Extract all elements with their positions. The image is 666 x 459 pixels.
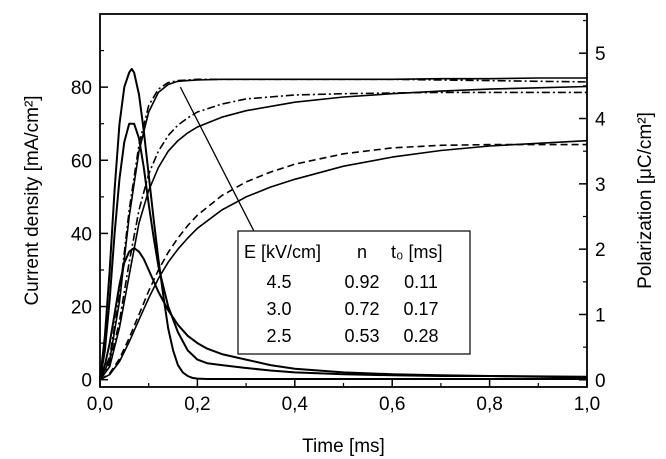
x-axis-title: Time [ms] <box>302 436 385 457</box>
x-tick-label: 0,6 <box>379 394 405 415</box>
legend-cell-n: 0.53 <box>344 326 379 346</box>
legend-header-n: n <box>357 242 367 262</box>
y-left-tick-label: 0 <box>81 371 92 392</box>
legend-header-e: E [kV/cm] <box>244 242 321 262</box>
legend-cell-e: 4.5 <box>266 272 291 292</box>
x-tick-label: 0,2 <box>184 394 210 415</box>
legend-cell-e: 3.0 <box>266 299 291 319</box>
legend-cell-n: 0.72 <box>344 299 379 319</box>
series-line-4 <box>99 77 587 381</box>
series-line-7 <box>99 91 587 381</box>
series-line-8 <box>99 139 588 381</box>
x-tick-label: 1,0 <box>574 394 600 415</box>
series-line-1 <box>99 67 587 380</box>
y-right-tick-label: 3 <box>595 175 606 196</box>
x-tick-label: 0,4 <box>282 394 309 415</box>
arrow-line <box>179 86 262 245</box>
series-line-9 <box>99 143 587 381</box>
y-left-tick-label: 20 <box>71 298 92 319</box>
y-right-tick-label: 1 <box>595 305 606 326</box>
legend-cell-t0: 0.17 <box>403 299 438 319</box>
y-right-tick-label: 2 <box>595 240 606 261</box>
y-right-tick-label: 0 <box>595 371 606 392</box>
legend-box <box>237 230 471 355</box>
legend-cell-t0: 0.28 <box>403 326 438 346</box>
legend-table: E [kV/cm] n t₀ [ms] 4.5 0.92 0.11 3.0 0.72 0.17 2… <box>237 230 471 355</box>
y-right-tick-label: 4 <box>595 110 606 131</box>
y-left-axis-title: Current density [mA/cm²] <box>22 95 43 305</box>
legend-cell-n: 0.92 <box>344 272 379 292</box>
x-tick-label: 0,8 <box>476 394 502 415</box>
legend-cell-e: 2.5 <box>266 326 291 346</box>
series-layer <box>99 67 588 381</box>
y-right-tick-label: 5 <box>595 44 606 65</box>
x-tick-label: 0,0 <box>87 394 113 415</box>
y-left-tick-label: 60 <box>71 151 92 172</box>
y-left-tick-label: 40 <box>71 224 92 245</box>
y-right-axis-title: Polarization [μC/cm²] <box>635 112 656 289</box>
y-left-tick-label: 80 <box>71 78 92 99</box>
legend-cell-t0: 0.11 <box>404 272 438 292</box>
legend-header-t0: t₀ [ms] <box>391 242 442 262</box>
series-line-6 <box>99 85 588 381</box>
